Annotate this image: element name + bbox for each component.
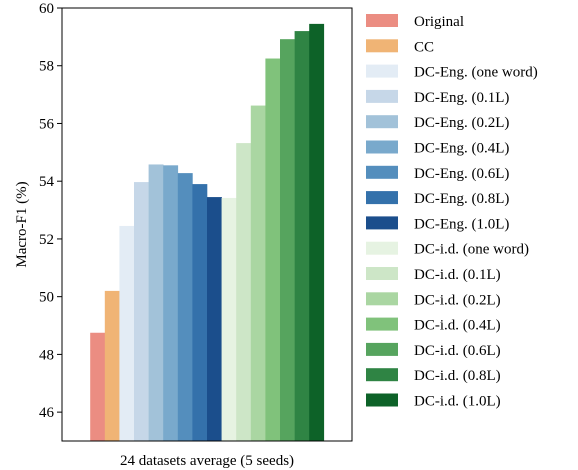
bar-4: [148, 164, 164, 441]
y-tick-label-7: 60: [39, 1, 54, 17]
legend-label-6: DC-Eng. (0.6L): [414, 166, 509, 182]
y-tick-label-1: 48: [39, 347, 54, 363]
legend-swatch-3: [366, 89, 398, 103]
legend-label-5: DC-Eng. (0.4L): [414, 141, 509, 157]
y-tick-label-3: 52: [39, 232, 54, 248]
legend-swatch-5: [366, 140, 398, 154]
legend-swatch-14: [366, 368, 398, 382]
plot-frame: [61, 7, 353, 442]
legend-label-0: Original: [414, 14, 464, 30]
legend-label-4: DC-Eng. (0.2L): [414, 115, 509, 131]
legend-label-8: DC-Eng. (1.0L): [414, 216, 509, 232]
legend-swatch-13: [366, 342, 398, 356]
y-tick-label-4: 54: [39, 174, 55, 190]
legend-swatch-6: [366, 165, 398, 179]
bars-group: [90, 23, 325, 442]
y-tick-label-5: 56: [39, 116, 55, 132]
bar-11: [250, 105, 266, 441]
bar-7: [192, 184, 208, 441]
bar-8: [207, 197, 222, 441]
legend-label-11: DC-i.d. (0.2L): [414, 292, 501, 308]
bar-14: [294, 31, 310, 442]
legend-label-3: DC-Eng. (0.1L): [414, 90, 509, 106]
legend-label-12: DC-i.d. (0.4L): [414, 318, 501, 334]
bar-6: [177, 173, 193, 441]
y-tick-label-2: 50: [39, 290, 54, 306]
legend-swatch-2: [366, 64, 398, 78]
legend-label-14: DC-i.d. (0.8L): [414, 368, 501, 384]
legend-label-1: CC: [414, 39, 434, 55]
legend-label-15: DC-i.d. (1.0L): [414, 394, 501, 410]
x-axis-label: 24 datasets average (5 seeds): [120, 453, 294, 469]
bar-15: [309, 23, 325, 441]
legend-swatch-1: [366, 39, 398, 53]
legend-swatch-12: [366, 317, 398, 331]
legend-label-9: DC-i.d. (one word): [414, 242, 529, 258]
legend-swatch-11: [366, 292, 398, 306]
legend-label-13: DC-i.d. (0.6L): [414, 343, 501, 359]
legend-swatch-0: [366, 14, 398, 27]
bar-0: [90, 332, 106, 441]
bar-2: [119, 225, 135, 441]
bar-3: [134, 182, 149, 441]
legend-label-2: DC-Eng. (one word): [414, 65, 538, 81]
y-tick-label-6: 58: [39, 59, 54, 75]
legend-label-10: DC-i.d. (0.1L): [414, 267, 501, 283]
y-axis: 46 48 50 52 54 56 58 60: [39, 1, 62, 421]
legend-swatch-8: [366, 216, 398, 230]
bar-13: [280, 39, 295, 442]
legend-swatch-4: [366, 115, 398, 129]
legend-label-7: DC-Eng. (0.8L): [414, 191, 509, 207]
y-axis-label: Macro-F1 (%): [14, 181, 30, 267]
bar-12: [265, 58, 281, 442]
legend-swatch-10: [366, 267, 398, 280]
legend: Original CC DC-Eng. (one word) DC-Eng. (0.1…: [366, 14, 538, 410]
legend-swatch-9: [366, 241, 398, 255]
legend-swatch-7: [366, 191, 398, 205]
y-tick-label-0: 46: [39, 405, 55, 421]
bar-9: [221, 197, 237, 441]
bar-5: [163, 165, 179, 441]
legend-swatch-15: [366, 393, 398, 407]
bar-10: [236, 143, 252, 441]
bar-1: [104, 290, 120, 441]
